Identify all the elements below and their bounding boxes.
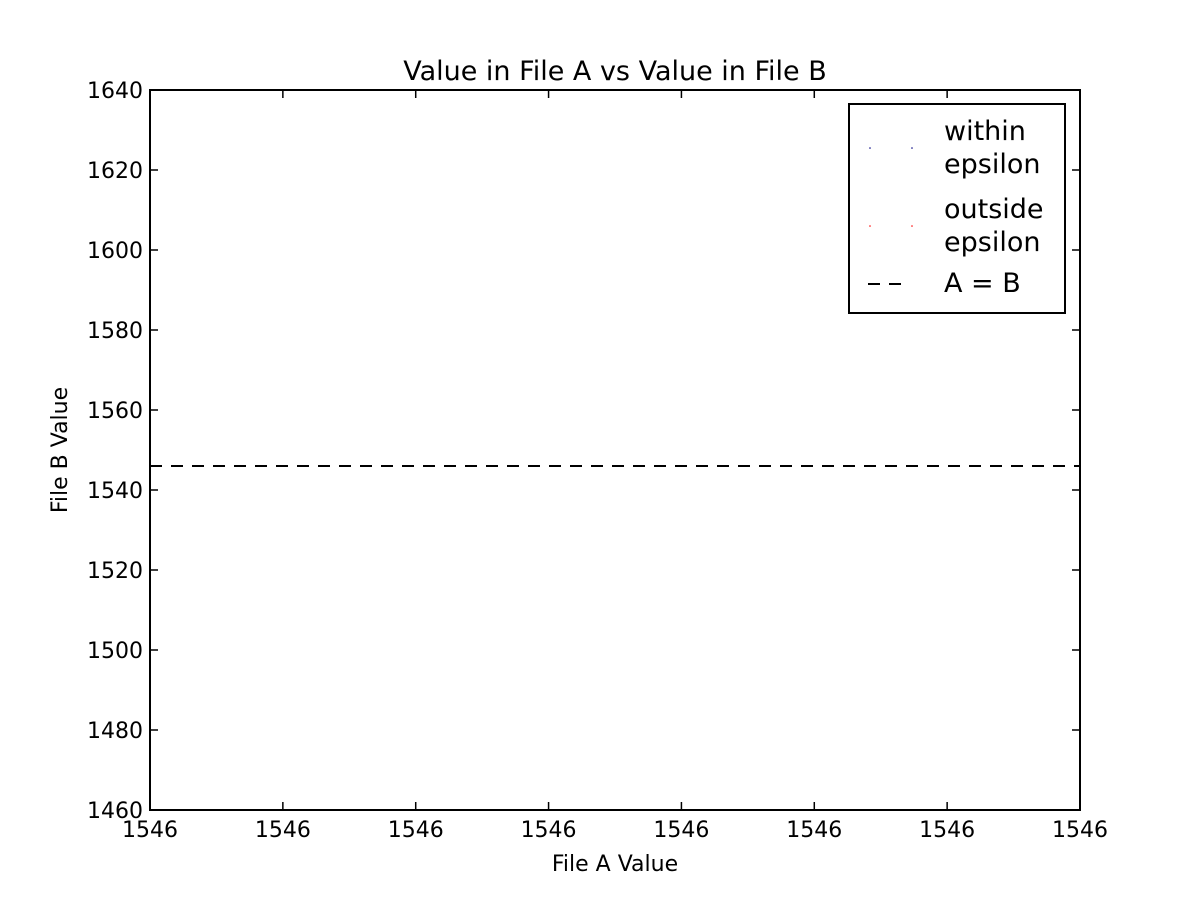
x-axis-ticks: 1546 1546 1546 1546 1546 1546 1546 1546: [122, 90, 1108, 843]
y-axis-ticks: 1460 1480 1500 1520 1540 1560 1580 1600 1620 1640: [87, 79, 1080, 824]
x-tick-label: 1546: [653, 818, 709, 843]
legend-label: outside: [944, 194, 1044, 225]
y-tick-label: 1460: [87, 799, 143, 824]
y-tick-label: 1600: [87, 239, 143, 264]
legend-marker: [869, 225, 871, 227]
y-tick-label: 1520: [87, 559, 143, 584]
legend-marker: [911, 225, 913, 227]
legend-box: [848, 103, 1066, 314]
y-tick-label: 1480: [87, 719, 143, 744]
x-tick-label: 1546: [521, 818, 577, 843]
legend-label: within: [944, 116, 1026, 147]
x-tick-label: 1546: [919, 818, 975, 843]
y-tick-label: 1540: [87, 479, 143, 504]
x-tick-label: 1546: [388, 818, 444, 843]
x-tick-label: 1546: [786, 818, 842, 843]
legend-marker: [869, 147, 871, 149]
y-tick-label: 1620: [87, 159, 143, 184]
legend-label: epsilon: [944, 149, 1040, 180]
y-axis-label: File B Value: [48, 387, 73, 513]
legend-label: A = B: [944, 268, 1021, 299]
x-tick-label: 1546: [255, 818, 311, 843]
y-tick-label: 1560: [87, 399, 143, 424]
y-tick-label: 1500: [87, 639, 143, 664]
plot-frame: [149, 89, 1081, 811]
chart-title: Value in File A vs Value in File B: [403, 56, 827, 87]
legend-label: epsilon: [944, 227, 1040, 258]
y-tick-label: 1580: [87, 319, 143, 344]
y-tick-label: 1640: [87, 79, 143, 104]
legend-marker: [911, 147, 913, 149]
x-tick-label: 1546: [1052, 818, 1108, 843]
x-tick-label: 1546: [122, 818, 178, 843]
x-axis-label: File A Value: [552, 852, 678, 877]
